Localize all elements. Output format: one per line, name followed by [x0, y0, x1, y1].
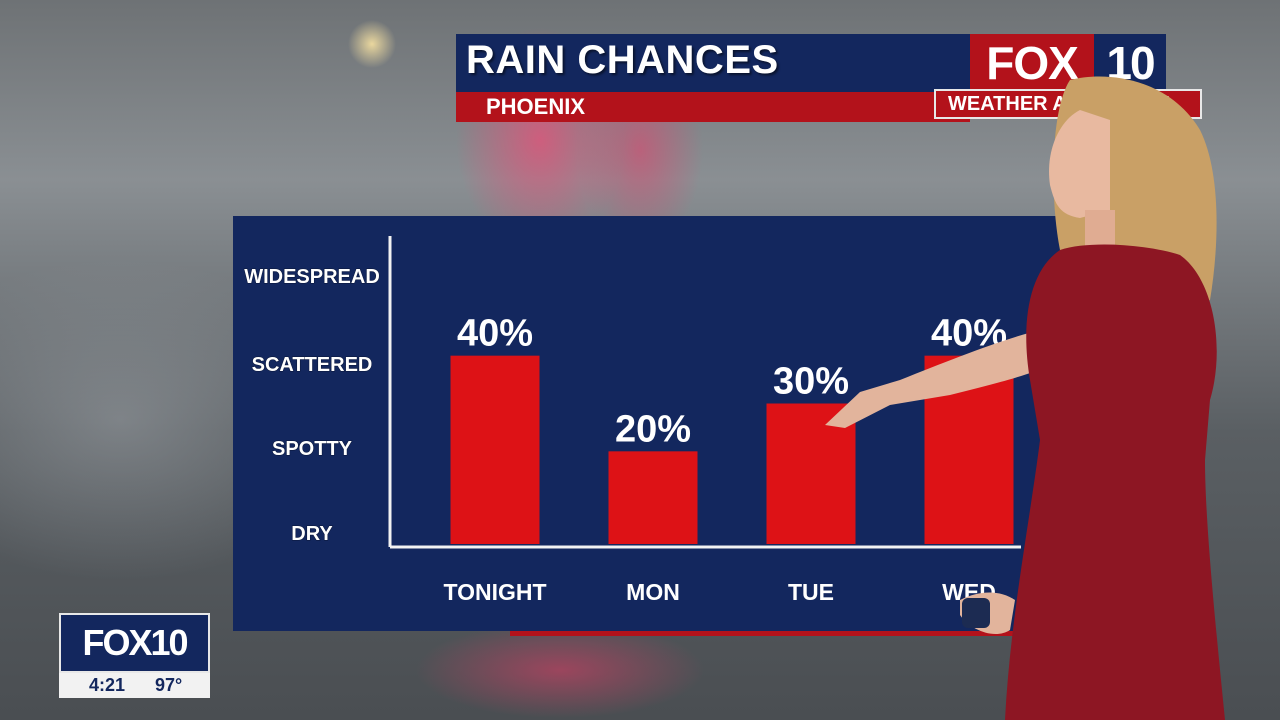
bug-temperature: 97°: [155, 675, 183, 695]
x-tick-label: TONIGHT: [443, 579, 546, 605]
chart-panel: DRY SPOTTY SCATTERED WIDESPREAD 40% TONIGHT 20…: [233, 216, 1073, 631]
x-tick-label: TUE: [788, 579, 834, 605]
y-scale-label: DRY: [291, 523, 333, 545]
bar-value-label: 40%: [931, 313, 1007, 355]
bar-value-label: 20%: [615, 408, 691, 450]
subtitle-bar: [456, 92, 970, 122]
brand-tag-label: WEATHER AUTHORITY: [948, 93, 1170, 115]
y-scale-label: SPOTTY: [272, 438, 353, 460]
bar: [608, 451, 698, 544]
panel-accent-bar: [510, 631, 1020, 636]
bar: [924, 355, 1014, 544]
bar: [766, 403, 856, 544]
chart-title: RAIN CHANCES: [466, 38, 779, 82]
weather-authority-tag: WEATHER AUTHORITY: [934, 89, 1202, 119]
bar-value-label: 30%: [773, 361, 849, 403]
y-scale-label: SCATTERED: [252, 354, 373, 376]
background-glow: [380, 630, 740, 720]
location-subtitle: PHOENIX: [486, 94, 586, 119]
station-bug: FOX10 4:21 97°: [59, 613, 210, 698]
bar: [450, 355, 540, 544]
logo-fox-text: FOX: [970, 34, 1094, 92]
bug-info-strip: 4:21 97°: [59, 673, 210, 698]
logo-number-text: 10: [1106, 37, 1155, 89]
y-scale-label: WIDESPREAD: [244, 266, 380, 288]
bug-logo: FOX10: [59, 613, 210, 673]
fox10-logo: FOX 10: [970, 34, 1166, 92]
bar-value-label: 40%: [457, 313, 533, 355]
title-bar: [456, 34, 970, 92]
rain-chance-chart: DRY SPOTTY SCATTERED WIDESPREAD 40% TONIGHT 20…: [244, 236, 1021, 605]
x-tick-label: WED: [942, 579, 996, 605]
bug-time: 4:21: [89, 675, 126, 695]
x-tick-label: MON: [626, 579, 680, 605]
